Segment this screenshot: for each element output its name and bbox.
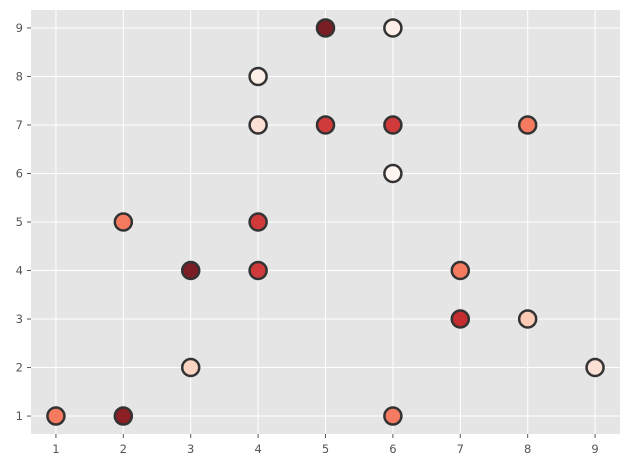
scatter-point bbox=[248, 260, 268, 281]
scatter-point bbox=[113, 212, 134, 232]
x-tick-label: 3 bbox=[187, 442, 194, 456]
x-axis: 1 2 3 4 5 6 7 8 9 bbox=[52, 434, 599, 456]
x-tick-label: 8 bbox=[524, 442, 531, 456]
scatter-point bbox=[248, 212, 268, 232]
y-tick-label: 7 bbox=[16, 118, 23, 132]
y-tick-label: 3 bbox=[16, 312, 23, 326]
scatter-point bbox=[383, 406, 403, 426]
grid-lines bbox=[31, 10, 620, 434]
x-tick-label: 1 bbox=[52, 442, 59, 456]
scatter-point bbox=[450, 260, 471, 281]
scatter-point bbox=[585, 357, 605, 378]
x-tick-label: 5 bbox=[322, 442, 329, 456]
y-tick-label: 4 bbox=[16, 264, 23, 278]
x-tick-label: 7 bbox=[457, 442, 464, 456]
scatter-point bbox=[517, 309, 538, 329]
scatter-point bbox=[383, 115, 403, 135]
scatter-point bbox=[383, 18, 403, 38]
scatter-point bbox=[383, 163, 403, 184]
scatter-point bbox=[180, 357, 201, 378]
x-tick-label: 2 bbox=[120, 442, 127, 456]
x-tick-label: 6 bbox=[389, 442, 396, 456]
x-tick-label: 4 bbox=[254, 442, 261, 456]
scatter-point bbox=[248, 115, 268, 135]
y-axis: 1 2 3 4 5 6 7 8 9 bbox=[16, 21, 31, 423]
scatter-point bbox=[248, 66, 268, 87]
scatter-point bbox=[315, 115, 336, 135]
y-tick-label: 2 bbox=[16, 361, 23, 375]
scatter-point bbox=[46, 406, 66, 426]
scatter-point bbox=[517, 115, 538, 135]
x-tick-label: 9 bbox=[591, 442, 598, 456]
y-tick-label: 5 bbox=[16, 215, 23, 229]
scatter-point bbox=[450, 309, 471, 329]
y-tick-label: 1 bbox=[16, 409, 23, 423]
scatter-point bbox=[113, 406, 134, 426]
y-tick-label: 6 bbox=[16, 166, 23, 180]
y-tick-label: 9 bbox=[16, 21, 23, 35]
data-points bbox=[46, 18, 605, 426]
y-tick-label: 8 bbox=[16, 69, 23, 83]
scatter-point bbox=[180, 260, 201, 281]
scatter-point bbox=[315, 18, 336, 38]
